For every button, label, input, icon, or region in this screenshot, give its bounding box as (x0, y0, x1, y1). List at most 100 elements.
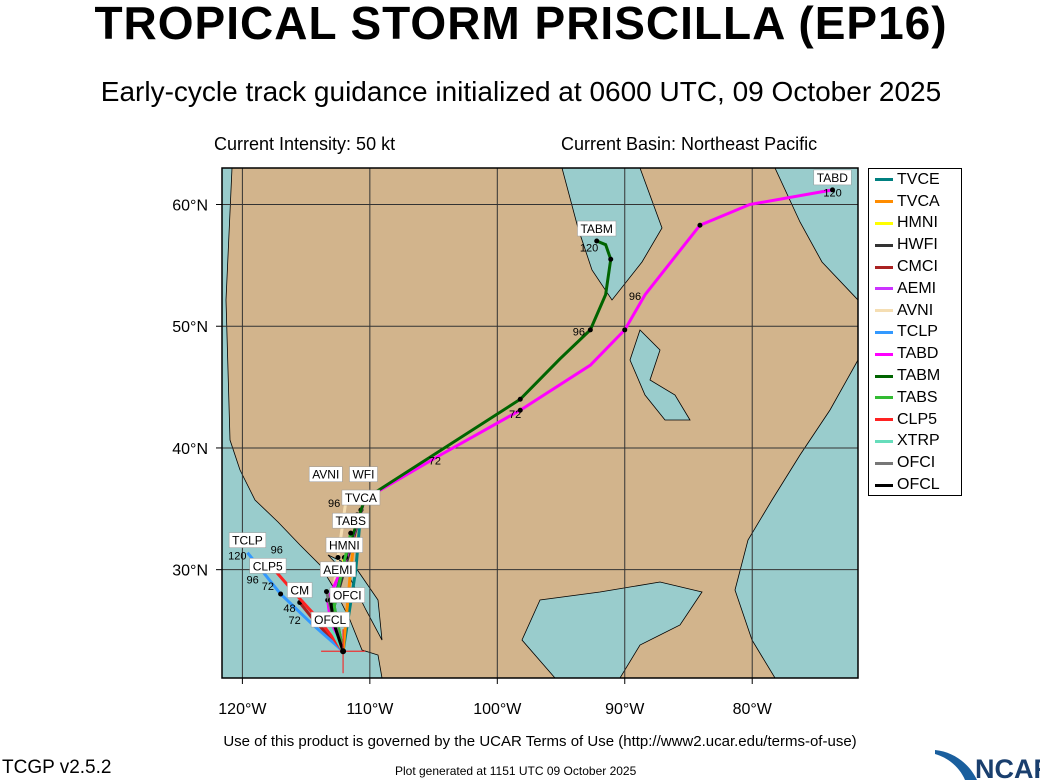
legend-item: TABM (869, 365, 961, 387)
legend-item: TVCE (869, 169, 961, 191)
track-point (517, 396, 523, 402)
legend-item: HWFI (869, 234, 961, 256)
forecast-hour-label: 96 (328, 498, 340, 510)
current-intensity: Current Intensity: 50 kt (214, 134, 396, 154)
generated-time: Plot generated at 1151 UTC 09 October 20… (395, 764, 637, 778)
legend-swatch (875, 200, 893, 204)
legend-item: OFCL (869, 474, 961, 496)
lon-tick-label: 110°W (346, 701, 394, 718)
current-position-dot (340, 648, 347, 655)
legend-label: AEMI (897, 279, 937, 297)
forecast-hour-label: 72 (509, 409, 521, 421)
forecast-hour-label: 48 (283, 603, 295, 615)
track-label: AVNI (312, 468, 339, 482)
lat-tick-label: 30°N (172, 563, 208, 580)
forecast-hour-label: 96 (246, 575, 258, 587)
forecast-hour-label: 72 (429, 455, 441, 467)
lat-tick-label: 60°N (172, 198, 208, 215)
legend-item: TABD (869, 343, 961, 365)
legend-label: TVCE (897, 170, 940, 188)
legend-swatch (875, 374, 893, 378)
forecast-hour-label: 120 (823, 188, 841, 200)
legend-item: AVNI (869, 300, 961, 322)
track-label-box (577, 220, 617, 237)
forecast-hour-label: 120 (228, 550, 246, 562)
lon-tick-label: 80°W (733, 701, 773, 718)
track-label-box (341, 489, 381, 506)
track-label-box (349, 466, 378, 482)
track-label-box (228, 532, 267, 548)
legend-label: XTRP (897, 432, 940, 450)
track-label: OFCL (314, 613, 346, 627)
track-point (348, 530, 354, 536)
legend-label: HWFI (897, 236, 938, 254)
lon-tick-label: 120°W (218, 701, 267, 718)
legend-item: HMNI (869, 213, 961, 235)
legend-swatch (875, 243, 893, 247)
legend-label: AVNI (897, 301, 934, 319)
legend-item: TVCA (869, 191, 961, 213)
lon-tick-label: 90°W (605, 701, 645, 718)
track-label-box (249, 558, 287, 574)
track-label-box (329, 587, 365, 603)
page-title: TROPICAL STORM PRISCILLA (EP16) (94, 0, 948, 49)
track-label: CLP5 (253, 559, 283, 573)
legend-swatch (875, 352, 893, 356)
legend-label: HMNI (897, 214, 938, 232)
track-point (324, 589, 330, 595)
track-label: TABM (580, 222, 612, 236)
forecast-hour-label: 96 (271, 545, 283, 557)
track-label-box (310, 611, 350, 628)
forecast-hour-label: 96 (573, 326, 585, 338)
legend-item: TCLP (869, 322, 961, 344)
track-point (697, 222, 703, 228)
legend-swatch (875, 287, 893, 291)
terms-of-use: Use of this product is governed by the U… (223, 733, 857, 750)
ncar-logo: NCAR (935, 750, 1040, 780)
legend-swatch (875, 396, 893, 400)
legend-item: TABS (869, 387, 961, 409)
track-label: HMNI (329, 538, 360, 552)
track-label-box (308, 466, 343, 482)
legend-label: TABM (897, 367, 941, 385)
track-point (587, 327, 593, 333)
legend-label: TVCA (897, 192, 940, 210)
legend-swatch (875, 221, 893, 225)
version-label: TCGP v2.5.2 (2, 757, 112, 778)
legend-swatch (875, 265, 893, 269)
track-label: TCLP (232, 534, 263, 548)
legend-item: CLP5 (869, 409, 961, 431)
track-label-box (332, 512, 370, 529)
track-label: CM (290, 584, 309, 598)
legend-label: TABD (897, 345, 939, 363)
track-point (517, 407, 523, 413)
legend-label: OFCI (897, 454, 936, 472)
forecast-hour-label: 72 (289, 615, 301, 627)
forecast-hour-label: 72 (262, 581, 274, 593)
track-label: WFI (352, 468, 374, 482)
legend-label: TCLP (897, 323, 938, 341)
track-point (335, 554, 341, 560)
legend: TVCE TVCA HMNI HWFI CMCI AEMI AVNI TCLP TABD TABM… (868, 168, 962, 496)
track-label: OFCI (333, 589, 362, 603)
subtitle: Early-cycle track guidance initialized a… (100, 76, 942, 107)
track-clp5 (266, 561, 345, 653)
legend-label: CLP5 (897, 410, 938, 428)
track-point (608, 256, 614, 262)
track-point (622, 327, 628, 333)
track-point (594, 238, 600, 244)
legend-swatch (875, 418, 893, 422)
legend-swatch (875, 330, 893, 334)
legend-label: TABS (897, 388, 938, 406)
track-label: TVCA (345, 491, 377, 505)
legend-swatch (875, 461, 893, 465)
track-label-box (325, 537, 363, 553)
legend-swatch (875, 309, 893, 313)
track-label-box (320, 561, 356, 578)
legend-label: CMCI (897, 258, 938, 276)
legend-swatch (875, 483, 893, 487)
legend-item: AEMI (869, 278, 961, 300)
legend-item: XTRP (869, 431, 961, 453)
lon-tick-label: 100°W (473, 701, 522, 718)
